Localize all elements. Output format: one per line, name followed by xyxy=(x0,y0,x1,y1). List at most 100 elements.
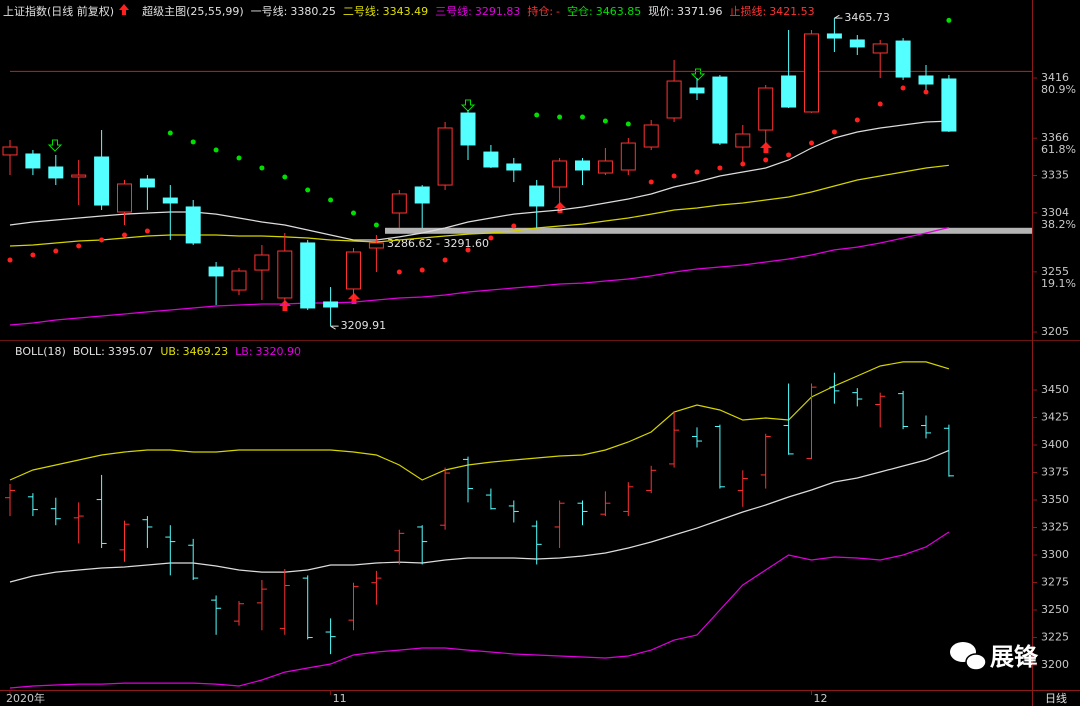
candle-body xyxy=(689,87,705,94)
readout-item: 一号线: 3380.25 xyxy=(251,3,336,19)
readout-value: 3371.96 xyxy=(676,5,723,18)
stop-dot xyxy=(99,237,105,243)
watermark-icon xyxy=(950,642,987,671)
low-annotation: 3209.91 xyxy=(341,319,387,332)
stop-dot xyxy=(144,228,150,234)
candle-body xyxy=(323,301,339,308)
candle-body xyxy=(231,270,247,291)
readout-value: 3320.90 xyxy=(255,345,302,358)
y-tick-label: 3205 xyxy=(1041,325,1069,338)
stop-dot xyxy=(7,257,13,263)
readout-item: 现价: 3371.96 xyxy=(648,3,722,19)
candle-body xyxy=(254,254,270,271)
fib-label: 61.8% xyxy=(1041,143,1076,156)
stop-dot xyxy=(831,129,837,135)
stop-dot xyxy=(557,114,563,120)
candle-body xyxy=(25,153,41,169)
readout-label: BOLL: xyxy=(72,345,105,358)
candle-body xyxy=(162,197,178,204)
y-tick-label: 3416 xyxy=(1041,71,1069,84)
bubble xyxy=(965,653,987,671)
y-tick-label: 3450 xyxy=(1041,383,1069,396)
candle-body xyxy=(94,156,110,206)
candle-body xyxy=(597,160,613,174)
stop-dot xyxy=(442,257,448,263)
readout-label: 现价: xyxy=(648,5,674,18)
stop-dot xyxy=(213,147,219,153)
main-header: 上证指数(日线 前复权) 超级主图(25,55,99) 一号线: 3380.25 二… xyxy=(3,3,815,19)
candle-body xyxy=(712,76,728,144)
stop-dot xyxy=(122,232,127,238)
readout-label: 持仓: xyxy=(527,5,554,18)
range-band-label: 3286.62 - 3291.60 xyxy=(387,237,489,250)
candle-body xyxy=(391,193,407,214)
y-tick-label: 3366 xyxy=(1041,131,1069,144)
stop-dot xyxy=(671,173,677,179)
candle-body xyxy=(735,133,751,148)
candle-body xyxy=(71,174,87,178)
stop-dot xyxy=(580,114,585,120)
stop-dot xyxy=(351,210,356,216)
y-tick-label: 3335 xyxy=(1041,169,1069,182)
readout-item: 持仓: - xyxy=(527,3,560,19)
stop-dot xyxy=(854,117,860,123)
boll-header: BOLL(18) BOLL: 3395.07 UB: 3469.23 LB: 3320.9… xyxy=(3,345,301,358)
candle-body xyxy=(918,75,934,85)
stop-dot xyxy=(305,187,311,193)
sell-arrow xyxy=(460,99,476,112)
readout-value: 3421.53 xyxy=(769,5,815,18)
stop-dot xyxy=(602,118,608,124)
readout-item: UB: 3469.23 xyxy=(160,345,228,358)
indicator-line xyxy=(9,120,949,241)
y-tick-label: 3350 xyxy=(1041,493,1069,506)
candle-body xyxy=(620,142,636,171)
readout-label: 一号线: xyxy=(250,5,288,18)
candle-body xyxy=(804,33,819,113)
indicator-line xyxy=(9,226,950,326)
y-tick-label: 3255 xyxy=(1041,265,1069,278)
candle-body xyxy=(460,112,476,146)
chart-title: 上证指数(日线 前复权) xyxy=(3,5,115,18)
candle-body xyxy=(185,206,201,244)
stop-dot xyxy=(786,152,792,158)
stop-dot xyxy=(923,89,929,95)
stop-dot xyxy=(717,165,723,171)
candle-body xyxy=(872,43,888,54)
candle-body xyxy=(849,39,865,48)
indicator-line xyxy=(9,164,949,247)
candle-body xyxy=(666,80,682,119)
y-tick-label: 3275 xyxy=(1041,576,1069,589)
readout-value: 3395.07 xyxy=(107,345,154,358)
candle-body xyxy=(368,242,384,249)
boll-title: BOLL(18) xyxy=(15,345,66,358)
readout-item: BOLL: 3395.07 xyxy=(73,345,153,358)
stop-dot xyxy=(648,179,654,185)
candle-body xyxy=(117,183,132,213)
stop-dot xyxy=(259,165,265,171)
range-band xyxy=(385,227,1032,234)
candle-body xyxy=(941,78,957,132)
y-tick-label: 3425 xyxy=(1041,410,1069,423)
readout-label: UB: xyxy=(160,345,180,358)
y-tick-label: 3225 xyxy=(1041,631,1069,644)
high-annotation: 3465.73 xyxy=(844,11,890,24)
readout-label: 二号线: xyxy=(342,5,380,18)
readout-item: 止损线: 3421.53 xyxy=(729,3,814,19)
indicator-line xyxy=(9,531,950,689)
stop-dot xyxy=(328,197,334,203)
x-tick-label: 12 xyxy=(814,692,828,705)
fib-label: 80.9% xyxy=(1041,83,1076,96)
stop-dot xyxy=(946,17,952,23)
stop-dot xyxy=(53,248,59,254)
stop-dot xyxy=(396,269,402,275)
candle-body xyxy=(826,33,842,39)
stop-dot xyxy=(190,139,196,145)
watermark: 展锋 xyxy=(990,643,1039,671)
candle-body xyxy=(758,87,774,131)
stop-dot xyxy=(76,243,82,249)
candle-body xyxy=(506,163,522,171)
candle-body xyxy=(139,178,155,188)
x-tick-label: 11 xyxy=(333,692,347,705)
candle-body xyxy=(346,251,361,290)
